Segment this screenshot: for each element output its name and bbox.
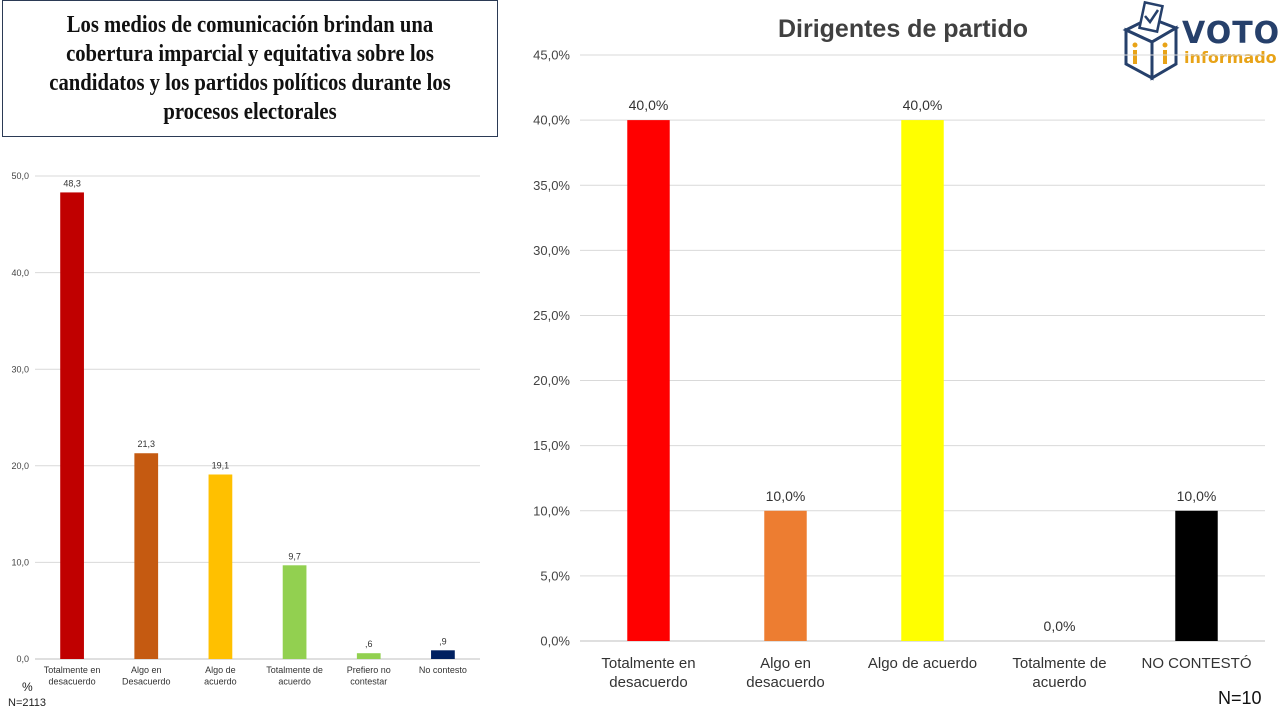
logo-word-voto: VOTO (1182, 16, 1280, 51)
category-label: Algo de acuerdo (868, 655, 977, 672)
y-tick-label: 40,0 (11, 268, 29, 278)
bar (431, 650, 455, 659)
data-label: 40,0% (629, 97, 669, 113)
right-bar-chart: 0,0% 5,0% 10,0% 15,0% 20,0% 25,0% 30,0% 35,0% 40… (533, 15, 1265, 691)
data-label: 19,1 (212, 460, 230, 470)
bar (356, 653, 381, 659)
data-label: ,9 (439, 636, 447, 646)
category-label: Algo de acuerdo (204, 665, 237, 686)
bar (208, 474, 233, 659)
slide-title-box: Los medios de comunicación brindan una c… (2, 0, 498, 137)
y-tick-label: 20,0% (533, 373, 570, 388)
category-label: Totalmente en desacuerdo (601, 655, 695, 691)
logo-word-informado: informado (1184, 48, 1277, 67)
bar (134, 453, 159, 659)
y-tick-label: 45,0% (533, 48, 570, 63)
y-unit-label: % (22, 680, 33, 694)
data-label: 48,3 (63, 178, 81, 188)
data-label: 10,0% (766, 488, 806, 504)
y-tick-label: 40,0% (533, 113, 570, 128)
category-label: Totalmente de acuerdo (1012, 655, 1106, 691)
category-label: Algo en Desacuerdo (122, 665, 171, 686)
data-label: 10,0% (1177, 488, 1217, 504)
bar (1175, 510, 1218, 641)
category-label: Totalmente de acuerdo (266, 665, 323, 686)
data-label: 21,3 (137, 439, 155, 449)
bar (627, 120, 670, 642)
bar (282, 565, 307, 659)
category-label: NO CONTESTÓ (1141, 655, 1251, 672)
left-bar-chart: 0,0 10,0 20,0 30,0 40,0 50,0 48,3 Totalmente en… (11, 171, 480, 686)
data-label: 40,0% (903, 97, 943, 113)
right-sample-size: N=10 (1218, 688, 1262, 708)
data-label: 9,7 (288, 551, 301, 561)
y-tick-label: 30,0 (11, 364, 29, 374)
ballot-box-icon (1122, 0, 1180, 81)
y-tick-label: 0,0% (540, 634, 570, 649)
category-label: Totalmente en desacuerdo (44, 665, 101, 686)
category-label: Algo en desacuerdo (746, 655, 824, 691)
y-tick-label: 10,0% (533, 503, 570, 518)
chart-title: Dirigentes de partido (778, 15, 1028, 43)
data-label: ,6 (365, 639, 373, 649)
bar (901, 120, 944, 642)
data-label: 0,0% (1044, 618, 1076, 634)
bar (60, 192, 84, 659)
left-sample-size: N=2113 (8, 697, 47, 709)
category-label: Prefiero no contestar (347, 665, 391, 686)
y-tick-label: 30,0% (533, 243, 570, 258)
y-tick-label: 35,0% (533, 178, 570, 193)
y-tick-label: 10,0 (11, 558, 29, 568)
y-tick-label: 50,0 (11, 171, 29, 181)
y-tick-label: 15,0% (533, 438, 570, 453)
slide-title: Los medios de comunicación brindan una c… (49, 11, 451, 125)
category-label: No contesto (419, 665, 467, 675)
y-tick-label: 25,0% (533, 308, 570, 323)
y-tick-label: 20,0 (11, 461, 29, 471)
y-tick-label: 5,0% (540, 568, 570, 583)
y-tick-label: 0,0 (16, 654, 29, 664)
bar (764, 510, 807, 641)
voto-informado-logo: VOTO informado (1120, 0, 1280, 82)
